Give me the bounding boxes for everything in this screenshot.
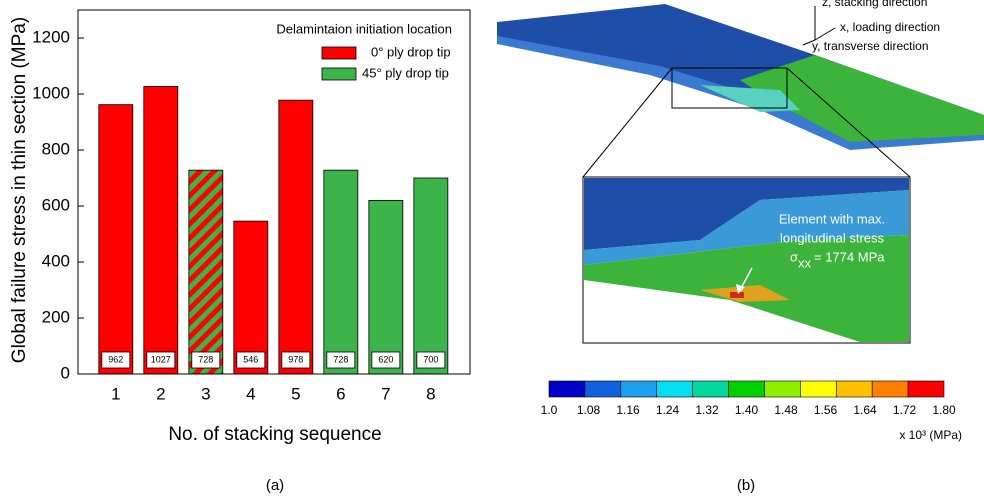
colorbar-cell bbox=[693, 381, 729, 397]
figure-b: Element with max. longitudinal stress σ … bbox=[497, 0, 984, 494]
data-label: 728 bbox=[198, 354, 213, 364]
colorbar-label: 1.08 bbox=[577, 403, 601, 417]
bar bbox=[369, 200, 403, 374]
colorbar-cell bbox=[836, 381, 872, 397]
colorbar-cell bbox=[800, 381, 836, 397]
axis-text: y, transverse direction bbox=[812, 39, 929, 53]
panel-label: (b) bbox=[737, 477, 755, 494]
bar bbox=[144, 86, 178, 374]
annotation: Element with max. bbox=[779, 211, 885, 226]
x-tick-label: 1 bbox=[111, 384, 120, 403]
y-tick-label: 0 bbox=[61, 363, 70, 382]
annotation: longitudinal stress bbox=[780, 230, 885, 245]
colorbar-cell bbox=[764, 381, 800, 397]
data-label: 978 bbox=[288, 354, 303, 364]
y-tick-label: 200 bbox=[42, 307, 70, 326]
data-label: 962 bbox=[108, 354, 123, 364]
colorbar-cell bbox=[872, 381, 908, 397]
colorbar-label: 1.16 bbox=[616, 403, 640, 417]
bar bbox=[99, 105, 133, 374]
y-axis-label: Global failure stress in thin section (M… bbox=[9, 17, 30, 363]
colorbar-label: 1.80 bbox=[932, 403, 956, 417]
zoom-line bbox=[583, 68, 672, 177]
axis-text: x, loading direction bbox=[840, 20, 940, 34]
chart-a: No. of stacking sequence Global failure … bbox=[9, 10, 470, 494]
bar bbox=[324, 170, 358, 374]
max-element bbox=[730, 292, 744, 298]
x-tick-label: 2 bbox=[156, 384, 165, 403]
colorbar-label: 1.48 bbox=[774, 403, 798, 417]
colorbar-label: 1.56 bbox=[814, 403, 838, 417]
colorbar-cell bbox=[908, 381, 944, 397]
y-tick-label: 400 bbox=[42, 251, 70, 270]
data-label: 1027 bbox=[151, 354, 171, 364]
data-label: 546 bbox=[243, 354, 258, 364]
legend-label: 0° ply drop tip bbox=[371, 44, 451, 59]
colorbar-cell bbox=[657, 381, 693, 397]
colorbar-label: 1.32 bbox=[695, 403, 719, 417]
colorbar-unit: x 10³ (MPa) bbox=[899, 428, 962, 442]
colorbar-cell bbox=[729, 381, 765, 397]
y-tick-label: 800 bbox=[42, 139, 70, 158]
colorbar-cell bbox=[549, 381, 585, 397]
bar bbox=[279, 100, 313, 374]
colorbar-cell bbox=[585, 381, 621, 397]
data-label: 728 bbox=[333, 354, 348, 364]
colorbar: 1.0 1.08 1.16 1.24 1.32 1.40 1.48 1.56 1.64 1.72 1… bbox=[541, 381, 956, 417]
colorbar-label: 1.24 bbox=[656, 403, 680, 417]
colorbar-label: 1.72 bbox=[893, 403, 917, 417]
y-tick-label: 1200 bbox=[32, 27, 70, 46]
legend-title: Delamintaion initiation location bbox=[276, 21, 452, 36]
x-tick-label: 5 bbox=[291, 384, 300, 403]
y-tick-label: 1000 bbox=[32, 83, 70, 102]
colorbar-cell bbox=[621, 381, 657, 397]
panel-label: (a) bbox=[266, 477, 284, 494]
x-tick-label: 8 bbox=[426, 384, 435, 403]
data-label: 700 bbox=[423, 354, 438, 364]
bar bbox=[234, 221, 268, 374]
legend-label: 45° ply drop tip bbox=[362, 65, 449, 80]
colorbar-label: 1.0 bbox=[541, 403, 558, 417]
annotation: σ bbox=[790, 249, 798, 264]
x-tick-label: 4 bbox=[246, 384, 255, 403]
legend-swatch bbox=[322, 68, 356, 80]
bar bbox=[414, 178, 448, 374]
annotation: = 1774 MPa bbox=[814, 249, 885, 264]
x-axis-label: No. of stacking sequence bbox=[168, 424, 381, 445]
y-tick-label: 600 bbox=[42, 195, 70, 214]
colorbar-label: 1.64 bbox=[853, 403, 877, 417]
axis-text: z, stacking direction bbox=[822, 0, 927, 9]
x-tick-label: 3 bbox=[201, 384, 210, 403]
colorbar-label: 1.40 bbox=[735, 403, 759, 417]
x-tick-label: 7 bbox=[381, 384, 390, 403]
bar bbox=[189, 170, 223, 374]
x-tick-label: 6 bbox=[336, 384, 345, 403]
annotation: xx bbox=[798, 255, 812, 270]
legend-swatch bbox=[322, 47, 356, 59]
figure: No. of stacking sequence Global failure … bbox=[0, 0, 984, 499]
data-label: 620 bbox=[378, 354, 393, 364]
